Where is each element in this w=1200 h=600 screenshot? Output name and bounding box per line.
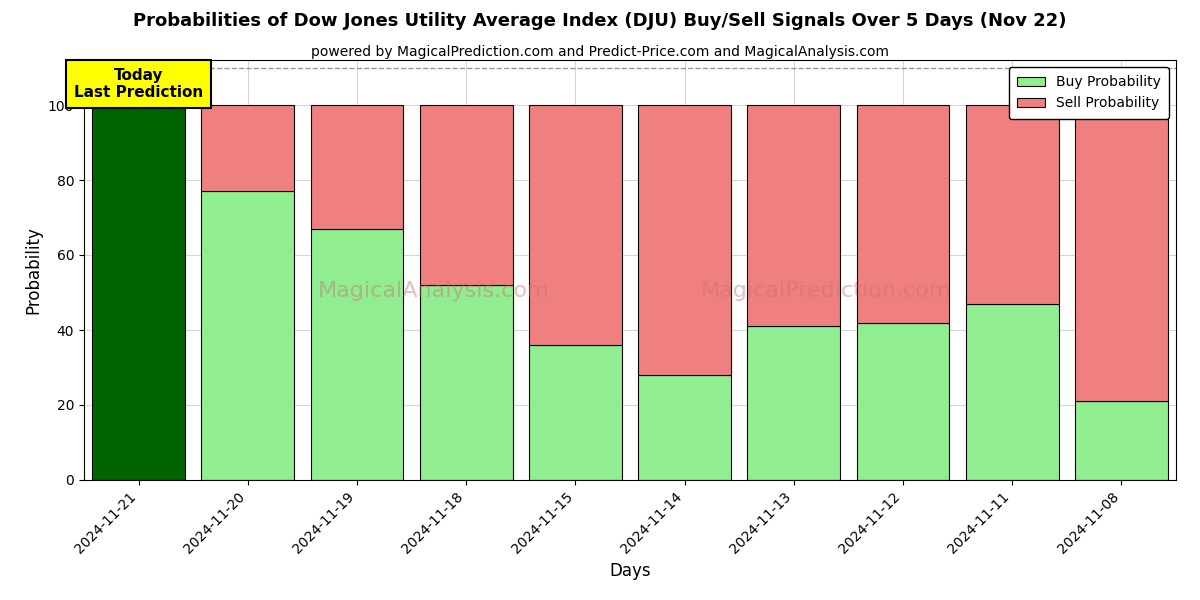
Bar (420, 285, 512, 480)
Bar (1075, 105, 1168, 401)
Text: Today
Last Prediction: Today Last Prediction (74, 68, 203, 100)
Bar (202, 105, 294, 191)
Bar (966, 105, 1058, 304)
Bar (748, 326, 840, 480)
Bar (748, 105, 840, 326)
Text: Probabilities of Dow Jones Utility Average Index (DJU) Buy/Sell Signals Over 5 D: Probabilities of Dow Jones Utility Avera… (133, 12, 1067, 30)
Text: MagicalPrediction.com: MagicalPrediction.com (701, 281, 952, 301)
Bar (857, 323, 949, 480)
Text: powered by MagicalPrediction.com and Predict-Price.com and MagicalAnalysis.com: powered by MagicalPrediction.com and Pre… (311, 45, 889, 59)
Bar (529, 345, 622, 480)
X-axis label: Days: Days (610, 562, 650, 580)
Bar (638, 105, 731, 375)
Bar (529, 105, 622, 345)
Legend: Buy Probability, Sell Probability: Buy Probability, Sell Probability (1009, 67, 1169, 119)
Text: MagicalAnalysis.com: MagicalAnalysis.com (318, 281, 550, 301)
Bar (420, 105, 512, 285)
Bar (638, 375, 731, 480)
Bar (966, 304, 1058, 480)
Bar (92, 105, 185, 480)
Bar (202, 191, 294, 480)
Bar (311, 229, 403, 480)
Bar (311, 105, 403, 229)
Y-axis label: Probability: Probability (24, 226, 42, 314)
Bar (1075, 401, 1168, 480)
Bar (857, 105, 949, 323)
